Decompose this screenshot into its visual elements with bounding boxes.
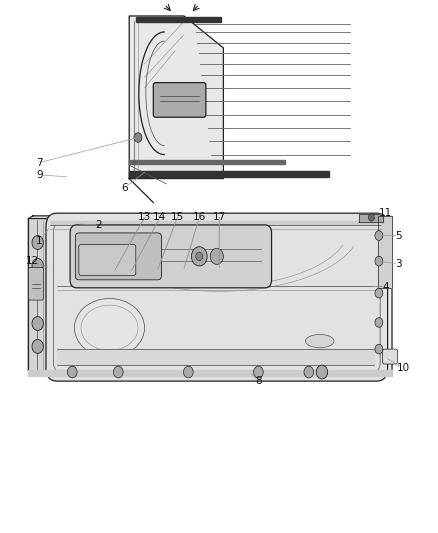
Text: 7: 7 xyxy=(36,158,43,167)
Text: 3: 3 xyxy=(395,259,402,269)
Polygon shape xyxy=(359,214,383,222)
Circle shape xyxy=(134,133,142,142)
Circle shape xyxy=(368,214,374,221)
Polygon shape xyxy=(28,219,50,376)
Circle shape xyxy=(375,288,383,298)
FancyBboxPatch shape xyxy=(70,225,272,288)
Polygon shape xyxy=(129,160,285,164)
Polygon shape xyxy=(129,16,223,179)
Circle shape xyxy=(210,248,223,264)
Circle shape xyxy=(32,340,43,353)
Circle shape xyxy=(196,252,203,261)
Text: 14: 14 xyxy=(153,213,166,222)
Polygon shape xyxy=(129,171,328,177)
Circle shape xyxy=(254,366,263,378)
Ellipse shape xyxy=(305,335,334,348)
Text: 1: 1 xyxy=(36,236,43,246)
Circle shape xyxy=(316,365,328,379)
Text: 10: 10 xyxy=(396,363,410,373)
Circle shape xyxy=(304,366,314,378)
Polygon shape xyxy=(28,370,392,376)
Circle shape xyxy=(191,247,207,266)
Circle shape xyxy=(32,259,43,272)
FancyBboxPatch shape xyxy=(75,233,162,280)
Polygon shape xyxy=(28,216,392,376)
Text: 6: 6 xyxy=(121,183,128,192)
Circle shape xyxy=(113,366,123,378)
Polygon shape xyxy=(378,216,392,288)
Ellipse shape xyxy=(74,298,145,357)
Polygon shape xyxy=(57,349,374,365)
Polygon shape xyxy=(50,221,381,224)
Text: 9: 9 xyxy=(36,170,43,180)
Circle shape xyxy=(32,317,43,330)
Text: 13: 13 xyxy=(138,213,151,222)
Text: 11: 11 xyxy=(379,208,392,218)
Circle shape xyxy=(184,366,193,378)
Circle shape xyxy=(375,318,383,327)
Circle shape xyxy=(375,256,383,266)
FancyBboxPatch shape xyxy=(46,213,388,381)
Text: 12: 12 xyxy=(26,256,39,266)
Circle shape xyxy=(32,236,43,249)
FancyBboxPatch shape xyxy=(28,268,43,300)
FancyBboxPatch shape xyxy=(382,349,398,364)
Text: 17: 17 xyxy=(212,213,226,222)
Text: 5: 5 xyxy=(395,231,402,240)
Polygon shape xyxy=(136,17,221,22)
Text: 4: 4 xyxy=(382,282,389,292)
FancyBboxPatch shape xyxy=(153,83,206,117)
Circle shape xyxy=(375,231,383,240)
Text: 8: 8 xyxy=(255,376,262,386)
Text: 16: 16 xyxy=(193,213,206,222)
Circle shape xyxy=(67,366,77,378)
Circle shape xyxy=(375,344,383,354)
FancyBboxPatch shape xyxy=(79,244,136,276)
Text: 15: 15 xyxy=(171,213,184,222)
Text: 2: 2 xyxy=(95,220,102,230)
